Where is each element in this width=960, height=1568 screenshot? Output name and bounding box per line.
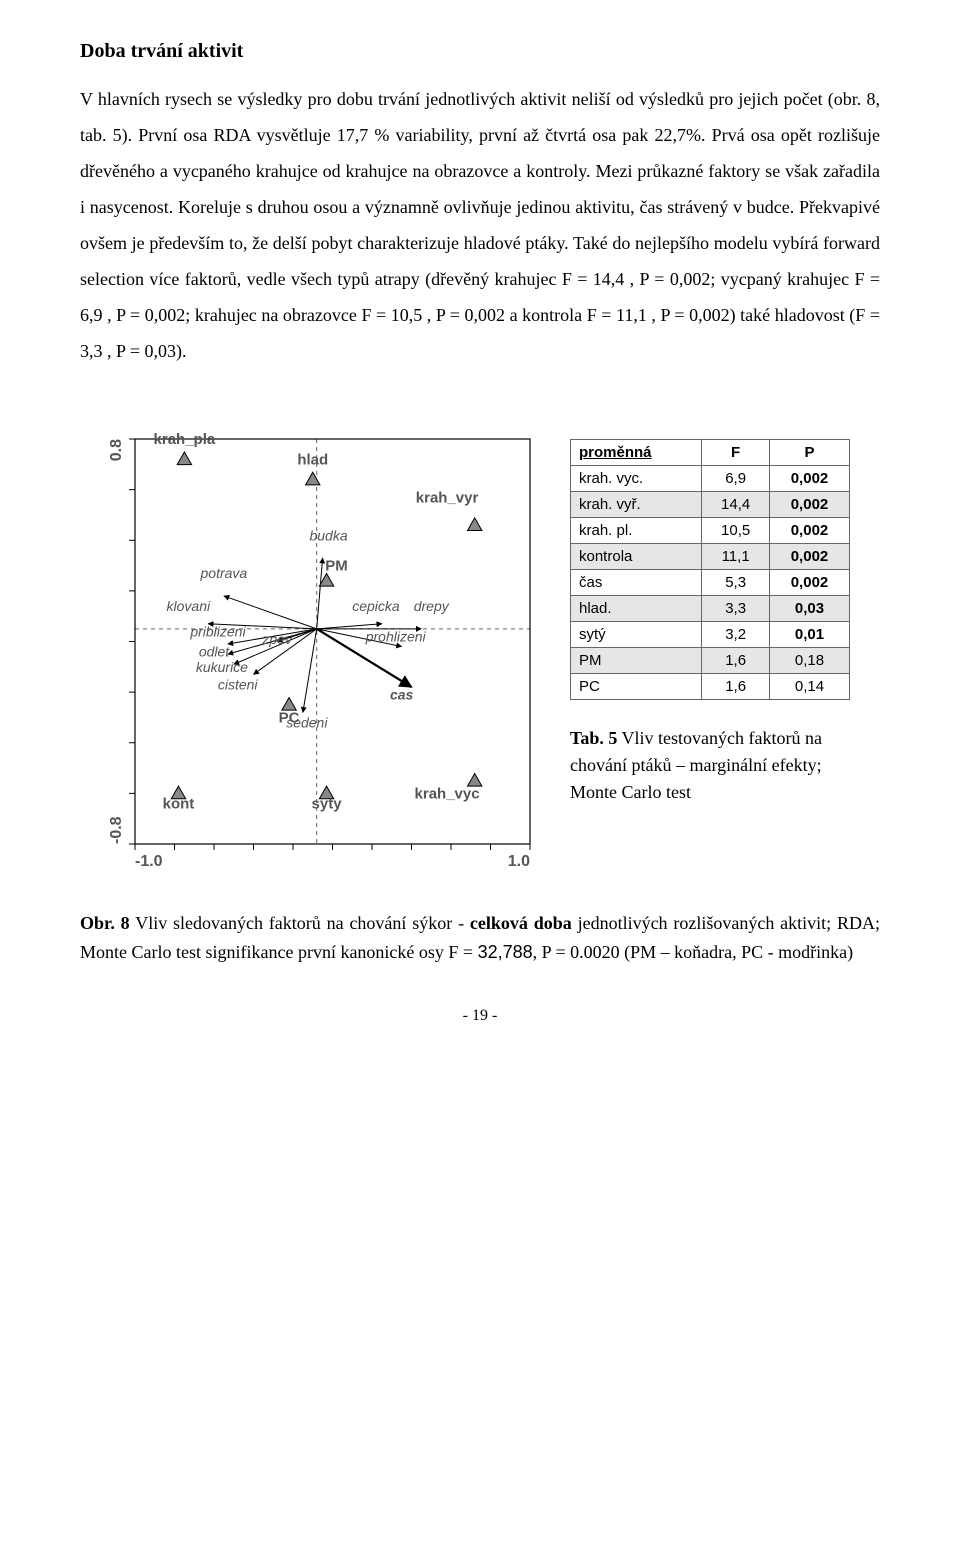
stats-cell: 0,18 xyxy=(770,648,850,674)
stats-cell: krah. vyř. xyxy=(571,492,702,518)
svg-text:-1.0: -1.0 xyxy=(135,853,163,870)
stats-cell: PM xyxy=(571,648,702,674)
stats-column: proměnnáFPkrah. vyc.6,90,002krah. vyř.14… xyxy=(570,439,850,806)
section-title: Doba trvání aktivit xyxy=(80,40,880,63)
stats-row: krah. vyř.14,40,002 xyxy=(571,492,850,518)
svg-text:odlet: odlet xyxy=(199,644,230,660)
stats-cell: 14,4 xyxy=(702,492,770,518)
stats-cell: 3,3 xyxy=(702,596,770,622)
stats-cell: 0,002 xyxy=(770,518,850,544)
svg-text:PC: PC xyxy=(279,710,300,727)
stats-cell: sytý xyxy=(571,622,702,648)
fig-bold: celková doba xyxy=(470,913,572,933)
stats-header: F xyxy=(702,440,770,466)
svg-text:kont: kont xyxy=(163,796,195,813)
stats-cell: 3,2 xyxy=(702,622,770,648)
stats-cell: 0,01 xyxy=(770,622,850,648)
svg-text:-0.8: -0.8 xyxy=(108,816,125,844)
fig-fval: 32,788 xyxy=(478,942,533,962)
stats-cell: hlad. xyxy=(571,596,702,622)
figure-row: -1.0 1.0 -0.8 0.8 budka potrava klovani pribliz… xyxy=(80,419,880,879)
svg-text:PM: PM xyxy=(325,558,348,575)
fig-t3: , P = 0.0020 (PM – koňadra, PC - modřink… xyxy=(533,942,853,962)
stats-header: proměnná xyxy=(571,440,702,466)
stats-cell: 0,14 xyxy=(770,674,850,700)
stats-header: P xyxy=(770,440,850,466)
svg-text:kukurice: kukurice xyxy=(196,659,248,675)
table-caption: Tab. 5 Vliv testovaných faktorů na chová… xyxy=(570,725,850,806)
stats-cell: 1,6 xyxy=(702,674,770,700)
stats-cell: 0,03 xyxy=(770,596,850,622)
stats-cell: krah. vyc. xyxy=(571,466,702,492)
stats-cell: 0,002 xyxy=(770,570,850,596)
fig-t1: Vliv sledovaných faktorů na chování sýko… xyxy=(130,913,470,933)
stats-row: krah. pl.10,50,002 xyxy=(571,518,850,544)
svg-text:klovani: klovani xyxy=(167,598,211,614)
stats-row: sytý3,20,01 xyxy=(571,622,850,648)
svg-text:drepy: drepy xyxy=(414,598,450,614)
stats-row: čas5,30,002 xyxy=(571,570,850,596)
svg-text:zpev: zpev xyxy=(261,631,293,647)
stats-cell: 0,002 xyxy=(770,492,850,518)
svg-text:krah_vyc: krah_vyc xyxy=(415,785,480,802)
svg-text:priblizeni: priblizeni xyxy=(189,623,246,639)
stats-table: proměnnáFPkrah. vyc.6,90,002krah. vyř.14… xyxy=(570,439,850,700)
stats-cell: 5,3 xyxy=(702,570,770,596)
stats-cell: krah. pl. xyxy=(571,518,702,544)
figure-caption: Obr. 8 Vliv sledovaných faktorů na chová… xyxy=(80,909,880,967)
fig-lead: Obr. 8 xyxy=(80,913,130,933)
stats-row: kontrola11,10,002 xyxy=(571,544,850,570)
biplot-container: -1.0 1.0 -0.8 0.8 budka potrava klovani pribliz… xyxy=(80,419,540,879)
svg-text:cepicka: cepicka xyxy=(352,598,400,614)
stats-row: PM1,60,18 xyxy=(571,648,850,674)
svg-text:prohlizeni: prohlizeni xyxy=(365,629,427,645)
svg-text:budka: budka xyxy=(309,527,347,543)
stats-cell: kontrola xyxy=(571,544,702,570)
svg-text:1.0: 1.0 xyxy=(508,853,530,870)
tab5-lead: Tab. 5 xyxy=(570,728,617,748)
svg-text:0.8: 0.8 xyxy=(108,439,125,461)
svg-text:krah_pla: krah_pla xyxy=(154,431,216,448)
page-number: - 19 - xyxy=(80,1007,880,1025)
svg-text:cisteni: cisteni xyxy=(218,677,259,693)
stats-row: PC1,60,14 xyxy=(571,674,850,700)
svg-text:hlad: hlad xyxy=(297,451,328,468)
svg-text:potrava: potrava xyxy=(200,565,248,581)
stats-cell: PC xyxy=(571,674,702,700)
stats-cell: 6,9 xyxy=(702,466,770,492)
stats-cell: 1,6 xyxy=(702,648,770,674)
stats-cell: 11,1 xyxy=(702,544,770,570)
body-paragraph: V hlavních rysech se výsledky pro dobu t… xyxy=(80,81,880,369)
stats-cell: 10,5 xyxy=(702,518,770,544)
svg-text:syty: syty xyxy=(312,796,343,813)
stats-cell: 0,002 xyxy=(770,544,850,570)
biplot-svg: -1.0 1.0 -0.8 0.8 budka potrava klovani pribliz… xyxy=(80,419,540,879)
stats-row: hlad.3,30,03 xyxy=(571,596,850,622)
svg-text:krah_vyr: krah_vyr xyxy=(416,489,479,506)
stats-cell: 0,002 xyxy=(770,466,850,492)
svg-text:cas: cas xyxy=(390,687,414,703)
stats-row: krah. vyc.6,90,002 xyxy=(571,466,850,492)
stats-cell: čas xyxy=(571,570,702,596)
